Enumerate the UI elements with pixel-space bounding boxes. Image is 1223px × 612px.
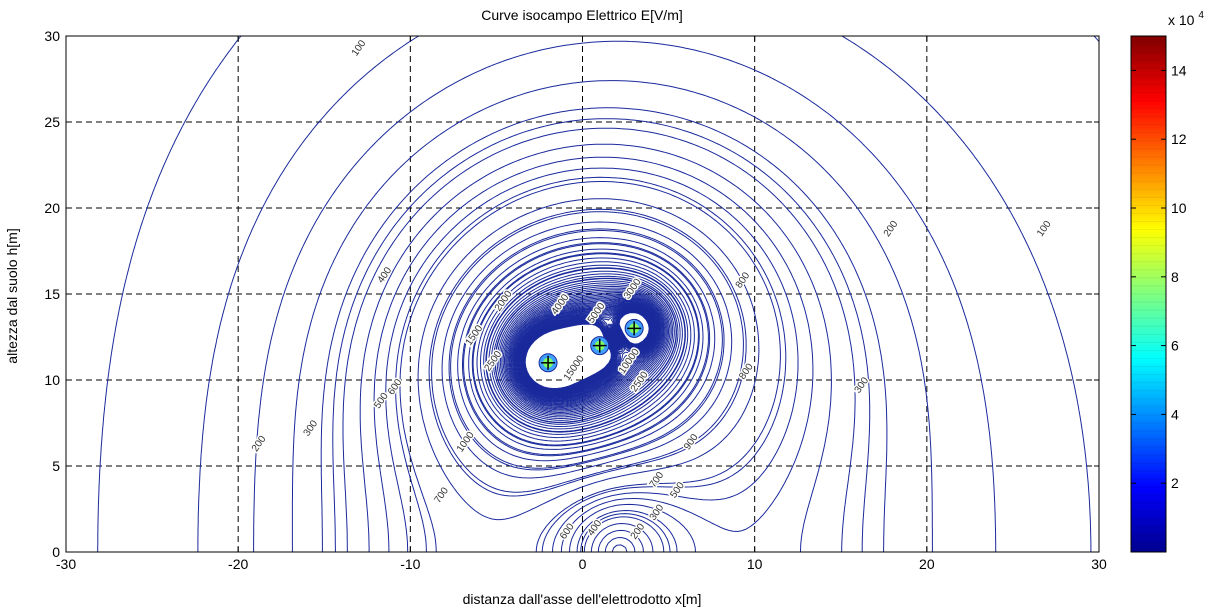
y-tick-label: 25: [44, 114, 60, 130]
contour-line: [359, 143, 832, 553]
contour-line: [483, 264, 689, 435]
contour-line: [462, 242, 711, 457]
contour-line: [457, 237, 716, 462]
y-tick-label: 20: [44, 200, 60, 216]
colorbar-multiplier-base: x 10: [1168, 12, 1195, 28]
x-tick-label: 0: [579, 556, 587, 572]
colorbar-tick-label: 4: [1171, 406, 1179, 422]
y-tick-label: 15: [44, 286, 60, 302]
plot-area: 1001002002002003003003004004005005006006…: [44, 28, 1107, 572]
y-axis-label: altezza dal suolo h[m]: [4, 228, 20, 363]
chart-title: Curve isocampo Elettrico E[V/m]: [481, 7, 683, 23]
colorbar-tick-label: 10: [1171, 200, 1187, 216]
x-tick-label: 10: [747, 556, 763, 572]
colorbar-tick-label: 12: [1171, 131, 1187, 147]
grid: [66, 36, 1099, 552]
y-axis: 0 5 10 15 20 25 30: [44, 28, 1099, 560]
y-tick-label: 10: [44, 372, 60, 388]
colorbar-scale: [1130, 35, 1167, 553]
x-tick-label: -10: [400, 556, 420, 572]
contour-line: [468, 248, 704, 450]
contour-line: [97, 35, 1100, 553]
colorbar: 2 4 6 8 10 12 14 x 10 4: [1130, 10, 1204, 553]
contour-line: [476, 257, 695, 442]
x-tick-label: 30: [1091, 556, 1107, 572]
colorbar-tick-label: 8: [1171, 269, 1179, 285]
contour-line: [399, 181, 781, 553]
y-tick-label: 30: [44, 28, 60, 44]
colorbar-multiplier: x 10 4: [1168, 10, 1204, 28]
contour-line: [320, 107, 888, 553]
colorbar-tick-label: 2: [1171, 475, 1179, 491]
contour-line: [373, 156, 814, 553]
contour-line: [291, 80, 933, 553]
contour-line: [253, 40, 997, 553]
contour-line: [498, 282, 674, 419]
y-tick-label: 5: [52, 458, 60, 474]
contour-line: [463, 243, 709, 456]
contour-line: [332, 118, 871, 553]
colorbar-ticks: 2 4 6 8 10 12 14: [1131, 62, 1187, 491]
contour-line: [342, 127, 856, 553]
x-tick-label: -30: [56, 556, 76, 572]
x-tick-label: 20: [919, 556, 935, 572]
contour-line: [499, 284, 672, 418]
x-axis: -30 -20 -10 0 10 20 30: [56, 36, 1107, 572]
colorbar-tick-label: 6: [1171, 338, 1179, 354]
x-tick-label: -20: [228, 556, 248, 572]
colorbar-bands: [1131, 35, 1166, 545]
contour-line: [197, 35, 1092, 553]
contour-line: [385, 167, 799, 553]
contour-line: [395, 176, 787, 553]
conductor-markers: [538, 318, 644, 373]
x-axis-label: distanza dall'asse dell'elettrodotto x[m…: [463, 591, 702, 607]
contour-line: [501, 285, 671, 416]
colorbar-tick-label: 14: [1171, 62, 1187, 78]
contour-line: [492, 275, 679, 425]
contour-line: [488, 270, 683, 430]
y-tick-label: 0: [52, 544, 60, 560]
contour-line: [480, 261, 692, 439]
contour-line: [505, 290, 667, 412]
colorbar-multiplier-exponent: 4: [1198, 10, 1204, 21]
contour-line: [506, 292, 666, 411]
